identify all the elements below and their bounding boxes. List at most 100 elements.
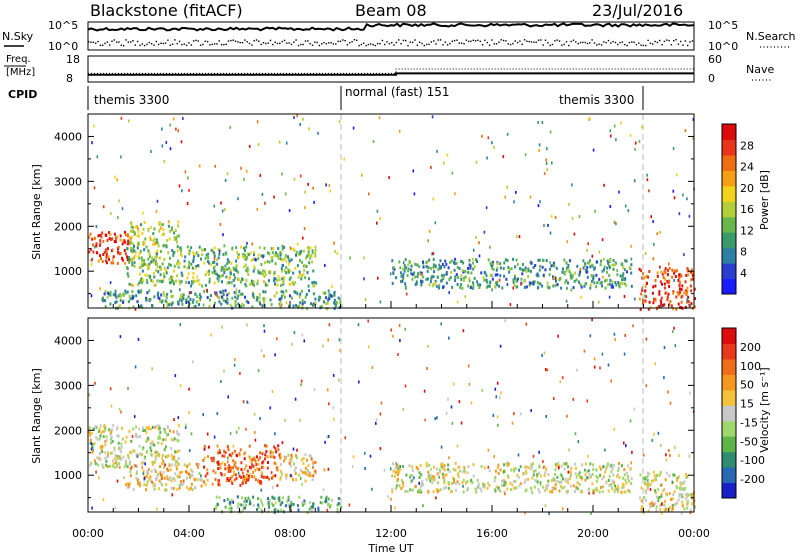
scatter-echo bbox=[631, 450, 633, 454]
scatter-echo bbox=[641, 125, 643, 129]
scatter-echo bbox=[323, 468, 326, 472]
range-gate-cell bbox=[149, 274, 152, 278]
nsearch-dot bbox=[407, 45, 409, 47]
range-gate-cell bbox=[462, 490, 465, 494]
range-gate-cell bbox=[640, 486, 643, 490]
range-gate-cell bbox=[188, 472, 191, 476]
range-gate-cell bbox=[477, 283, 480, 287]
scatter-echo bbox=[188, 449, 191, 453]
nsearch-dot bbox=[106, 41, 108, 43]
nsearch-dot bbox=[537, 39, 540, 41]
scatter-echo bbox=[665, 458, 668, 462]
x-tick-label: 00:00 bbox=[678, 527, 710, 540]
range-gate-cell bbox=[104, 439, 107, 443]
range-gate-cell bbox=[626, 270, 628, 274]
range-gate-cell bbox=[200, 484, 203, 488]
range-gate-cell bbox=[528, 283, 531, 287]
range-gate-cell bbox=[564, 477, 567, 481]
scatter-echo bbox=[128, 119, 130, 123]
scatter-echo bbox=[179, 323, 182, 327]
range-gate-cell bbox=[542, 273, 545, 277]
scatter-echo bbox=[432, 197, 434, 201]
range-gate-cell bbox=[443, 464, 446, 468]
range-gate-cell bbox=[264, 457, 266, 461]
scatter-echo bbox=[660, 483, 663, 487]
range-gate-cell bbox=[274, 447, 277, 451]
scatter-echo bbox=[566, 490, 569, 494]
range-gate-cell bbox=[101, 463, 104, 467]
range-gate-cell bbox=[160, 442, 163, 446]
range-gate-cell bbox=[273, 445, 276, 449]
range-gate-cell bbox=[657, 499, 660, 503]
range-gate-cell bbox=[586, 266, 589, 270]
scatter-echo bbox=[634, 141, 637, 145]
range-gate-cell bbox=[192, 298, 195, 302]
scatter-echo bbox=[493, 145, 495, 149]
range-gate-cell bbox=[171, 456, 174, 460]
range-gate-cell bbox=[422, 483, 424, 487]
scatter-echo bbox=[329, 189, 331, 193]
range-gate-cell bbox=[496, 466, 499, 470]
range-gate-cell bbox=[229, 271, 232, 275]
scatter-echo bbox=[487, 448, 490, 452]
range-gate-cell bbox=[505, 277, 508, 281]
nsearch-dot bbox=[628, 41, 631, 44]
range-gate-cell bbox=[90, 461, 93, 465]
range-gate-cell bbox=[201, 284, 204, 288]
scatter-echo bbox=[281, 172, 283, 176]
range-gate-cell bbox=[460, 260, 463, 263]
range-gate-cell bbox=[558, 489, 561, 493]
scatter-echo bbox=[546, 368, 549, 372]
scatter-echo bbox=[185, 423, 187, 427]
range-gate-cell bbox=[668, 266, 671, 270]
range-gate-cell bbox=[246, 478, 248, 482]
range-gate-cell bbox=[655, 508, 658, 512]
range-gate-cell bbox=[161, 262, 164, 266]
range-gate-cell bbox=[565, 261, 568, 265]
range-gate-cell bbox=[177, 462, 180, 466]
range-gate-cell bbox=[94, 424, 97, 428]
nsearch-dot bbox=[253, 40, 255, 42]
range-gate-cell bbox=[421, 480, 424, 483]
range-gate-cell bbox=[242, 508, 244, 512]
range-gate-cell bbox=[283, 275, 286, 279]
scatter-echo bbox=[587, 454, 589, 458]
range-gate-cell bbox=[269, 455, 272, 459]
nsearch-dot bbox=[171, 43, 174, 45]
range-gate-cell bbox=[158, 426, 161, 430]
range-gate-cell bbox=[148, 266, 150, 270]
range-gate-cell bbox=[264, 273, 267, 277]
scatter-echo bbox=[428, 229, 431, 233]
range-gate-cell bbox=[118, 462, 121, 466]
range-gate-cell bbox=[489, 280, 492, 284]
range-gate-cell bbox=[395, 464, 398, 468]
range-gate-cell bbox=[226, 268, 229, 271]
range-gate-cell bbox=[133, 463, 136, 467]
scatter-echo bbox=[198, 299, 201, 302]
range-gate-cell bbox=[607, 261, 610, 265]
range-gate-cell bbox=[577, 473, 580, 477]
range-gate-cell bbox=[621, 282, 624, 286]
scatter-echo bbox=[171, 493, 174, 497]
range-gate-cell bbox=[136, 300, 139, 304]
nsearch-dot bbox=[549, 44, 551, 46]
range-gate-cell bbox=[244, 506, 247, 510]
range-gate-cell bbox=[516, 285, 519, 289]
power-panel-frame bbox=[87, 113, 695, 309]
range-gate-cell bbox=[240, 503, 243, 507]
range-gate-cell bbox=[163, 293, 166, 297]
range-gate-cell bbox=[176, 234, 179, 238]
range-gate-cell bbox=[656, 271, 659, 275]
scatter-echo bbox=[117, 216, 119, 219]
velocity-panel-frame bbox=[87, 317, 695, 513]
range-gate-cell bbox=[151, 256, 154, 260]
scatter-echo bbox=[559, 380, 562, 384]
scatter-echo bbox=[237, 270, 239, 274]
range-gate-cell bbox=[550, 264, 553, 268]
range-gate-cell bbox=[256, 455, 258, 459]
scatter-echo bbox=[545, 368, 547, 371]
range-gate-cell bbox=[246, 469, 249, 473]
range-gate-cell bbox=[198, 471, 201, 475]
range-gate-cell bbox=[149, 479, 152, 483]
nsearch-dot bbox=[605, 41, 607, 44]
